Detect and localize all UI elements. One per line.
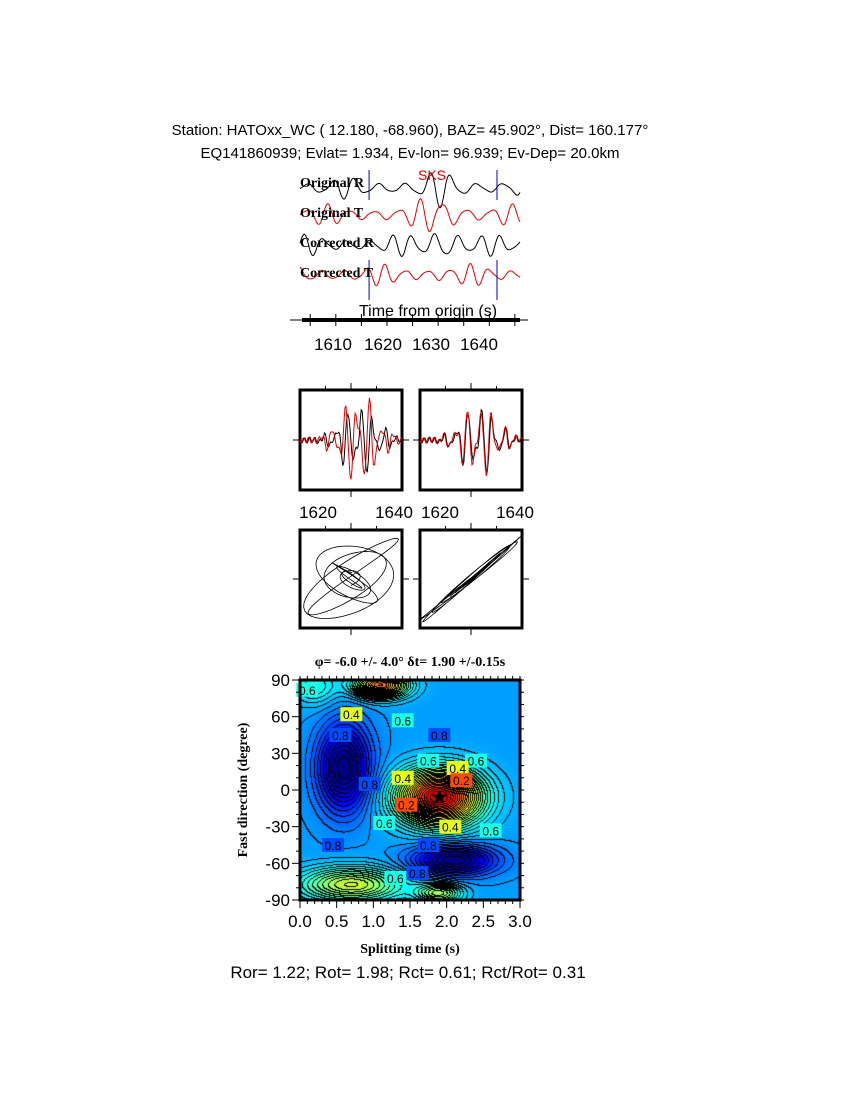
trace-corrected-t [299, 262, 521, 287]
trace-corrected-r [299, 233, 521, 257]
traces-xlabel: Time from origin (s) [359, 303, 497, 320]
grid-search-xlabel: Splitting time (s) [360, 942, 460, 957]
contour-label: 0.2 [398, 799, 415, 813]
contour-label-bg [406, 866, 429, 881]
contour-label: 0.6 [420, 755, 437, 769]
overlay-xtick: 1640 [375, 503, 413, 522]
best-fit-star-icon [431, 789, 447, 804]
contour-label: 0.4 [449, 762, 466, 776]
header-line1: Station: HATOxx_WC ( 12.180, -68.960), B… [172, 122, 649, 139]
phase-label: SKS [418, 167, 446, 183]
particle-motion-corrected [413, 523, 529, 635]
y-tick-label: -60 [265, 854, 290, 873]
contour-label: 0.8 [409, 867, 426, 881]
contour-label-bg [340, 707, 363, 722]
traces-xtick: 1640 [460, 335, 498, 354]
contour-label-bg [391, 713, 414, 728]
y-tick-label: -90 [265, 891, 290, 910]
contour-label-bg [417, 838, 440, 852]
y-tick-label: 0 [281, 781, 290, 800]
x-tick-label: 0.5 [325, 912, 349, 931]
footer-stats: Ror= 1.22; Rot= 1.98; Rct= 0.61; Rct/Rot… [230, 963, 585, 982]
overlay-xtick: 1640 [496, 503, 534, 522]
contour-label-bg [428, 728, 451, 742]
contour-label: 0.8 [420, 839, 437, 853]
traces-x-axis [290, 314, 528, 326]
contour-label: 0.6 [376, 817, 393, 831]
trace-original-t [299, 198, 521, 233]
contour-label: 0.6 [482, 824, 499, 838]
contour-label: 0.8 [361, 778, 378, 792]
y-tick-label: 90 [271, 671, 290, 690]
grid-search-title: φ= -6.0 +/- 4.0° δt= 1.90 +/-0.15s [315, 655, 506, 670]
contour-label: 0.8 [325, 839, 342, 853]
x-tick-label: 1.0 [362, 912, 386, 931]
particle-motion-original [293, 523, 409, 635]
traces-xtick: 1630 [412, 335, 450, 354]
contour-label-bg [322, 838, 344, 852]
contour-label: 0.6 [394, 714, 411, 728]
contour-label-bg [329, 728, 352, 742]
contour-label-bg [373, 816, 396, 830]
contour-label-bg [391, 770, 414, 785]
contour-label-bg [384, 871, 407, 885]
grid-search-ylabel: Fast direction (degree) [236, 722, 251, 857]
contour-label-bg [450, 773, 473, 788]
contour-label: 0.4 [394, 772, 411, 786]
contour-label-bg [395, 797, 418, 812]
x-tick-label: 2.0 [435, 912, 459, 931]
contour-label-bg [296, 682, 319, 697]
waveform-overlay-original [293, 383, 409, 497]
contour-label: 0.4 [442, 821, 459, 835]
contour-label-bg [417, 753, 440, 768]
contour-label: 0.4 [343, 708, 360, 722]
contour-label: 0.6 [299, 684, 316, 698]
x-tick-label: 0.0 [288, 912, 312, 931]
transverse-waveform [299, 397, 403, 480]
contour-label-bg [465, 753, 487, 768]
transverse-waveform [419, 411, 523, 477]
traces-panel [299, 170, 521, 300]
trace-label-corrected-r: Corrected R [300, 236, 375, 251]
waveform-overlay-corrected [413, 383, 529, 497]
x-tick-label: 2.5 [472, 912, 496, 931]
contour-label-bg [479, 823, 502, 838]
contour-label: 0.6 [387, 872, 404, 886]
trace-label-corrected-t: Corrected T [300, 266, 374, 281]
trace-original-r [299, 172, 521, 209]
overlay-xtick: 1620 [299, 503, 337, 522]
trace-label-original-r: Original R [300, 176, 365, 191]
contour-label-bg [358, 776, 381, 791]
traces-xtick: 1620 [364, 335, 402, 354]
particle-motion-path [303, 537, 399, 619]
contour-label-bg [439, 819, 462, 834]
y-tick-label: 60 [271, 708, 290, 727]
contour-label: 0.8 [332, 729, 349, 743]
contour-label: 0.8 [431, 729, 448, 743]
trace-label-original-t: Original T [300, 206, 364, 221]
y-tick-label: 30 [271, 744, 290, 763]
x-tick-label: 3.0 [508, 912, 532, 931]
traces-xtick: 1610 [314, 335, 352, 354]
particle-motion-path [418, 533, 524, 623]
contour-label: 0.2 [453, 774, 470, 788]
grid-search-axes: 0.4 0.60.8 0.80.6 0.60.40.20.40.80.20.6 0.4 0… [265, 671, 531, 931]
header-line2: EQ141860939; Evlat= 1.934, Ev-lon= 96.93… [200, 145, 619, 162]
x-tick-label: 1.5 [398, 912, 422, 931]
overlay-xtick: 1620 [421, 503, 459, 522]
y-tick-label: -30 [265, 818, 290, 837]
contour-label-bg [446, 761, 469, 775]
panel-frame [298, 528, 404, 630]
contour-label: 0.6 [468, 755, 485, 769]
